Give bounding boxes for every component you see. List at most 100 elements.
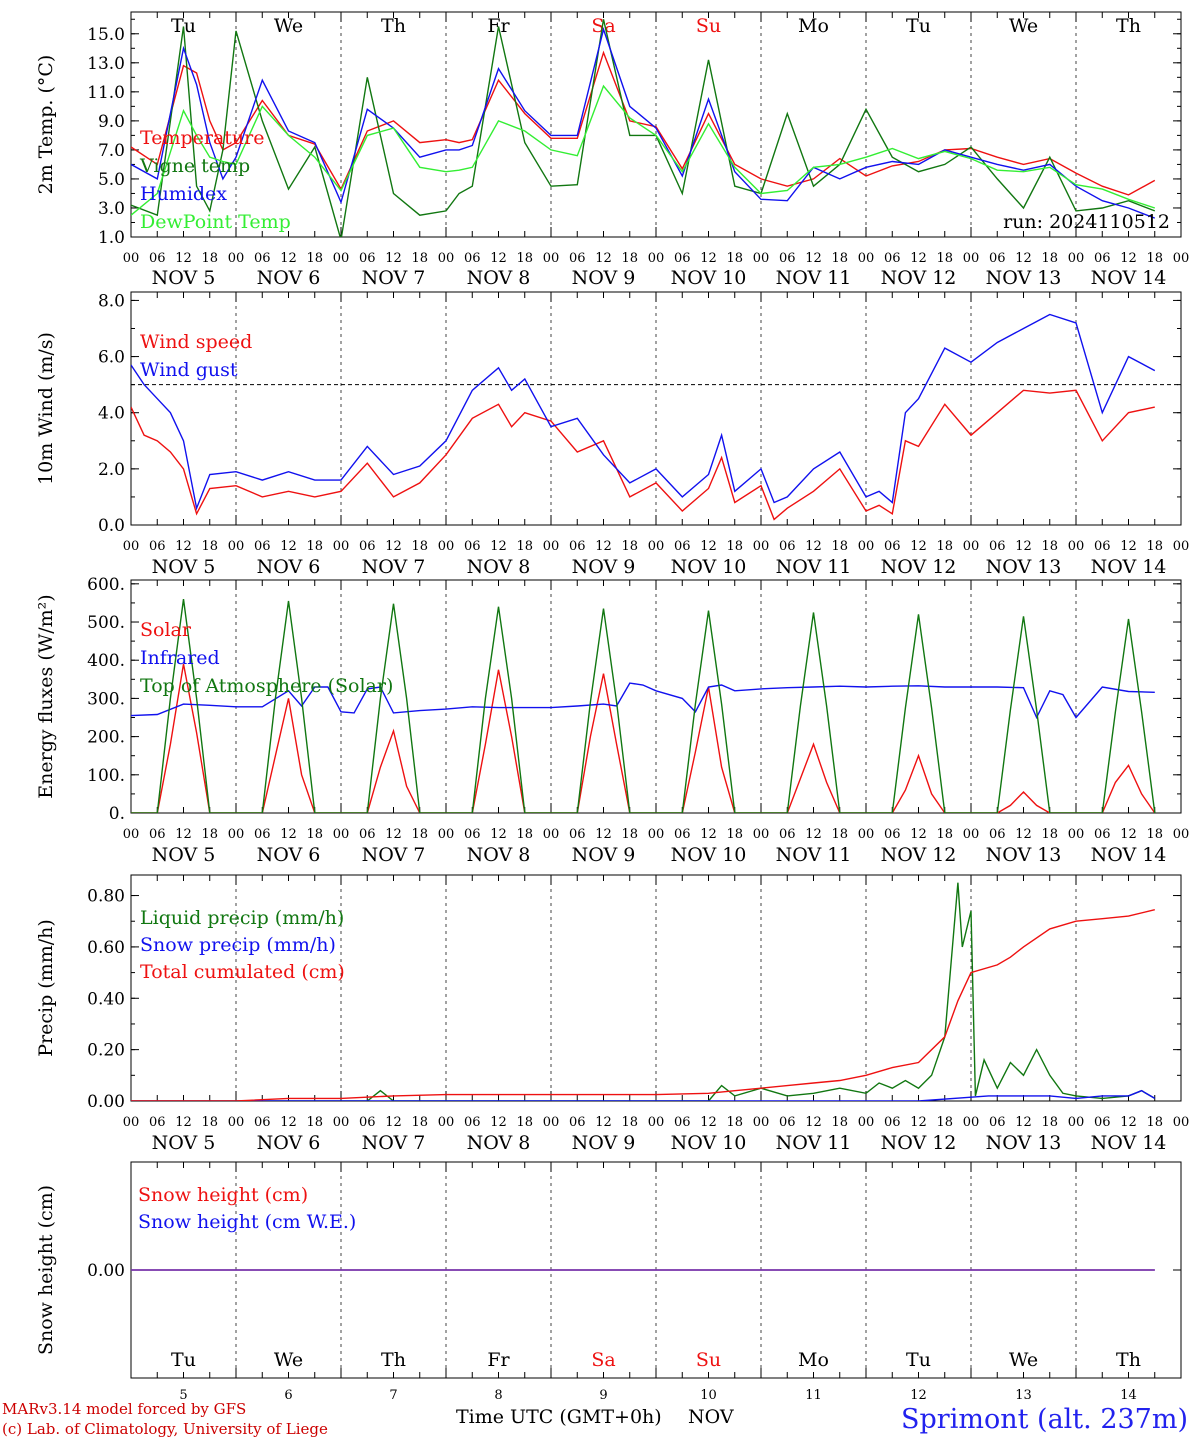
date-label: NOV 11 <box>776 844 852 866</box>
day-label: Su <box>696 15 721 37</box>
hour-tick-label: 00 <box>753 827 770 842</box>
series-line-temperature <box>131 50 1156 196</box>
hour-tick-label: 00 <box>438 539 455 554</box>
hour-tick-label: 00 <box>963 539 980 554</box>
date-label: 8 <box>494 1388 502 1403</box>
legend-entry: Liquid precip (mm/h) <box>140 907 344 929</box>
series-line-top-of-atmosphere-solar- <box>131 599 1156 813</box>
legend-entry: Total cumulated (cm) <box>140 961 345 983</box>
hour-tick-label: 00 <box>438 251 455 266</box>
hour-tick-label: 06 <box>359 1115 376 1130</box>
hour-tick-label: 12 <box>280 539 297 554</box>
hour-tick-label: 18 <box>306 251 323 266</box>
hour-tick-label: 06 <box>1094 251 1111 266</box>
series-line-solar <box>131 663 1156 813</box>
y-axis-label: 10m Wind (m/s) <box>35 332 57 485</box>
hour-tick-label: 12 <box>805 539 822 554</box>
day-label: Th <box>381 1349 406 1371</box>
hour-tick-label: 12 <box>700 827 717 842</box>
hour-tick-label: 18 <box>1041 251 1058 266</box>
date-label: NOV 9 <box>572 844 636 866</box>
month-label: NOV <box>688 1406 734 1428</box>
hour-tick-label: 18 <box>1146 251 1163 266</box>
hour-tick-label: 00 <box>123 827 140 842</box>
day-label: Tu <box>171 15 196 37</box>
legend-entry: Infrared <box>140 647 220 669</box>
hour-tick-label: 18 <box>726 827 743 842</box>
date-label: NOV 14 <box>1091 267 1167 289</box>
hour-tick-label: 18 <box>936 1115 953 1130</box>
hour-tick-label: 06 <box>569 827 586 842</box>
series-line-vigne-temp <box>131 19 1156 237</box>
hour-tick-label: 00 <box>858 1115 875 1130</box>
y-tick-label: 500. <box>87 613 125 633</box>
hour-tick-label: 06 <box>779 251 796 266</box>
date-label: NOV 6 <box>257 267 321 289</box>
hour-tick-label: 06 <box>884 539 901 554</box>
hour-tick-label: 12 <box>595 251 612 266</box>
panel-4: 00 06 12 18 00 06 12 18 00 06 12 18 00 06 12 18 00 06 12 18… <box>35 874 1189 1154</box>
hour-tick-label: 06 <box>464 539 481 554</box>
date-label: NOV 14 <box>1091 844 1167 866</box>
date-label: 6 <box>284 1388 292 1403</box>
day-label: Th <box>1116 1349 1141 1371</box>
date-label: NOV 9 <box>572 556 636 578</box>
hour-tick-label: 12 <box>1015 827 1032 842</box>
legend-entry: Temperature <box>140 127 264 149</box>
hour-tick-label: 06 <box>149 539 166 554</box>
hour-tick-label: 06 <box>884 251 901 266</box>
hour-tick-label: 06 <box>989 827 1006 842</box>
hour-tick-label: 06 <box>569 539 586 554</box>
hour-tick-label: 12 <box>490 1115 507 1130</box>
hour-tick-label: 00 <box>228 1115 245 1130</box>
y-tick-label: 0.60 <box>87 938 125 958</box>
hour-tick-label: 00 <box>228 539 245 554</box>
date-label: NOV 6 <box>257 844 321 866</box>
hour-tick-label: 06 <box>464 251 481 266</box>
date-label: NOV 12 <box>881 267 957 289</box>
y-tick-label: 0.00 <box>87 1092 125 1112</box>
hour-tick-label: 00 <box>543 827 560 842</box>
date-label: NOV 11 <box>776 267 852 289</box>
date-label: NOV 9 <box>572 1132 636 1154</box>
hour-tick-label: 18 <box>1146 1115 1163 1130</box>
date-label: NOV 7 <box>362 844 426 866</box>
hour-tick-label: 00 <box>963 251 980 266</box>
date-label: NOV 5 <box>152 267 216 289</box>
hour-tick-label: 18 <box>1146 539 1163 554</box>
hour-tick-label: 06 <box>674 1115 691 1130</box>
hour-tick-label: 12 <box>910 539 927 554</box>
y-tick-label: 15.0 <box>87 25 125 45</box>
hour-tick-label: 18 <box>726 1115 743 1130</box>
hour-tick-label: 12 <box>385 251 402 266</box>
day-label: Th <box>381 15 406 37</box>
date-label: NOV 10 <box>671 1132 747 1154</box>
date-label: NOV 10 <box>671 556 747 578</box>
hour-tick-label: 18 <box>201 251 218 266</box>
y-tick-label: 0.40 <box>87 989 125 1009</box>
hour-tick-label: 18 <box>831 539 848 554</box>
hour-tick-label: 18 <box>516 827 533 842</box>
hour-tick-label: 12 <box>700 251 717 266</box>
hour-tick-label: 00 <box>648 1115 665 1130</box>
hour-tick-label: 00 <box>438 827 455 842</box>
time-axis-title: Time UTC (GMT+0h) <box>456 1406 662 1428</box>
y-tick-label: 0.0 <box>98 516 125 536</box>
hour-tick-label: 06 <box>254 1115 271 1130</box>
hour-tick-label: 06 <box>989 251 1006 266</box>
hour-tick-label: 18 <box>936 251 953 266</box>
date-label: NOV 7 <box>362 267 426 289</box>
hour-tick-label: 12 <box>1120 827 1137 842</box>
hour-tick-label: 12 <box>175 251 192 266</box>
date-label: NOV 13 <box>986 267 1062 289</box>
date-label: NOV 12 <box>881 844 957 866</box>
hour-tick-label: 06 <box>989 539 1006 554</box>
hour-tick-label: 00 <box>333 827 350 842</box>
hour-tick-label: 00 <box>963 1115 980 1130</box>
y-tick-label: 400. <box>87 651 125 671</box>
day-label: We <box>1009 1349 1038 1371</box>
day-label: Fr <box>487 1349 510 1371</box>
hour-tick-label: 12 <box>175 1115 192 1130</box>
hour-tick-label: 00 <box>648 827 665 842</box>
